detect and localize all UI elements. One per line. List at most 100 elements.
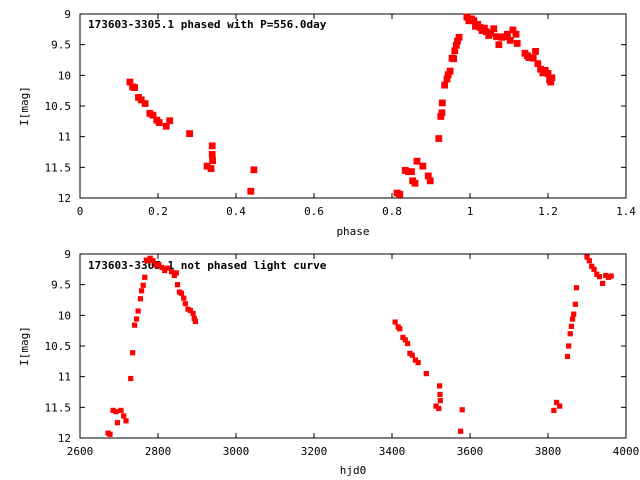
phased-data-point bbox=[454, 37, 461, 45]
unphased-data-point bbox=[573, 285, 580, 291]
unphased-ytick-label: 10 bbox=[58, 309, 71, 322]
phased-data-point bbox=[506, 36, 514, 44]
phased-data-point bbox=[137, 96, 145, 104]
unphased-data-point bbox=[182, 301, 188, 307]
unphased-data-point bbox=[415, 359, 421, 366]
unphased-plot-frame bbox=[79, 253, 627, 439]
phased-data-point bbox=[544, 70, 552, 77]
unphased-data-point bbox=[603, 272, 609, 279]
unphased-data-point bbox=[132, 322, 138, 328]
unphased-data-point bbox=[392, 319, 398, 325]
phased-data-point bbox=[438, 109, 446, 117]
phased-ytick-label: 11 bbox=[58, 131, 71, 144]
unphased-xtick-label: 3400 bbox=[379, 445, 406, 458]
unphased-data-point bbox=[551, 407, 557, 413]
unphased-data-point bbox=[150, 258, 156, 264]
phased-data-point bbox=[250, 166, 258, 174]
phased-plot-ylabel: I[mag] bbox=[18, 86, 31, 126]
phased-data-point bbox=[443, 75, 451, 83]
unphased-data-point bbox=[437, 397, 443, 404]
phased-data-point bbox=[396, 190, 404, 198]
unphased-data-point bbox=[137, 296, 144, 302]
phased-ytick-label: 10 bbox=[58, 69, 71, 82]
phased-data-point bbox=[482, 28, 490, 36]
phased-data-point bbox=[441, 81, 449, 89]
phased-xtick-label: 1.2 bbox=[538, 205, 558, 218]
unphased-plot-xlabel: hjd0 bbox=[340, 464, 367, 477]
unphased-data-point bbox=[409, 352, 415, 358]
unphased-data-point bbox=[568, 323, 574, 329]
unphased-data-point bbox=[181, 295, 187, 301]
phased-data-point bbox=[450, 55, 458, 63]
phased-data-point bbox=[203, 162, 211, 170]
unphased-data-point bbox=[130, 350, 136, 356]
phased-xtick-label: 0 bbox=[77, 205, 84, 218]
phased-data-point bbox=[149, 111, 157, 119]
phased-data-point bbox=[512, 30, 520, 38]
unphased-data-point bbox=[162, 267, 168, 274]
unphased-data-point bbox=[557, 403, 563, 409]
unphased-data-point bbox=[437, 391, 443, 398]
phased-data-point bbox=[162, 122, 170, 130]
phased-data-point bbox=[495, 41, 503, 49]
unphased-ytick-label: 9.5 bbox=[51, 279, 71, 292]
phased-xtick-label: 0.2 bbox=[148, 205, 168, 218]
phased-data-point bbox=[209, 157, 216, 164]
unphased-data-point bbox=[608, 273, 614, 279]
phased-data-point bbox=[463, 13, 471, 21]
unphased-xtick-label: 3200 bbox=[301, 445, 328, 458]
unphased-ytick-label: 9 bbox=[64, 248, 71, 261]
unphased-data-point bbox=[114, 420, 121, 426]
unphased-data-point bbox=[594, 271, 600, 277]
unphased-data-point bbox=[596, 274, 603, 280]
unphased-data-point bbox=[553, 399, 560, 406]
unphased-data-point bbox=[113, 409, 119, 415]
unphased-data-point bbox=[605, 274, 612, 280]
unphased-data-point bbox=[191, 315, 197, 321]
phased-data-point bbox=[470, 17, 478, 25]
phased-data-point bbox=[208, 142, 216, 150]
phased-ytick-label: 12 bbox=[58, 192, 71, 205]
phased-plot-points bbox=[126, 13, 556, 198]
unphased-data-point bbox=[402, 337, 408, 343]
unphased-data-point bbox=[397, 326, 403, 332]
unphased-data-point bbox=[405, 340, 411, 347]
unphased-xtick-label: 3000 bbox=[223, 445, 250, 458]
phased-data-point bbox=[208, 151, 216, 158]
unphased-data-point bbox=[572, 301, 578, 307]
phased-xtick-label: 0.4 bbox=[226, 205, 246, 218]
phased-data-point bbox=[426, 177, 434, 185]
phased-data-point bbox=[509, 26, 517, 34]
phased-data-point bbox=[504, 30, 511, 38]
unphased-data-point bbox=[600, 280, 606, 287]
unphased-data-point bbox=[564, 353, 571, 360]
phased-data-point bbox=[490, 25, 498, 33]
phased-data-point bbox=[534, 60, 542, 68]
unphased-data-point bbox=[121, 413, 127, 419]
phased-data-point bbox=[537, 65, 544, 73]
phased-data-point bbox=[525, 54, 533, 61]
unphased-data-point bbox=[110, 407, 116, 413]
phased-ytick-label: 11.5 bbox=[45, 161, 72, 174]
unphased-ytick-label: 10.5 bbox=[45, 340, 72, 353]
unphased-data-point bbox=[190, 310, 196, 317]
unphased-xtick-label: 4000 bbox=[613, 445, 640, 458]
phased-ytick-label: 9.5 bbox=[51, 39, 71, 52]
unphased-data-point bbox=[192, 318, 199, 325]
phased-plot-ticks: 0 0.2 0.4 0.6 0.8 1 1.2 1.4 9 9.5 10 10.5 11 11.5 12 bbox=[45, 8, 637, 218]
unphased-data-point bbox=[147, 255, 153, 261]
unphased-data-point bbox=[165, 265, 171, 271]
unphased-data-point bbox=[174, 282, 181, 288]
phased-data-point bbox=[166, 117, 174, 125]
unphased-data-point bbox=[140, 282, 146, 288]
unphased-data-point bbox=[436, 405, 442, 412]
unphased-data-point bbox=[566, 343, 572, 349]
unphased-data-point bbox=[128, 375, 134, 382]
phased-data-point bbox=[548, 74, 556, 82]
unphased-data-point bbox=[133, 316, 140, 322]
unphased-data-point bbox=[586, 258, 592, 264]
phased-data-point bbox=[451, 47, 459, 55]
phased-xtick-label: 1 bbox=[467, 205, 474, 218]
unphased-plot-title: 173603-3305.1 not phased light curve bbox=[88, 259, 327, 272]
